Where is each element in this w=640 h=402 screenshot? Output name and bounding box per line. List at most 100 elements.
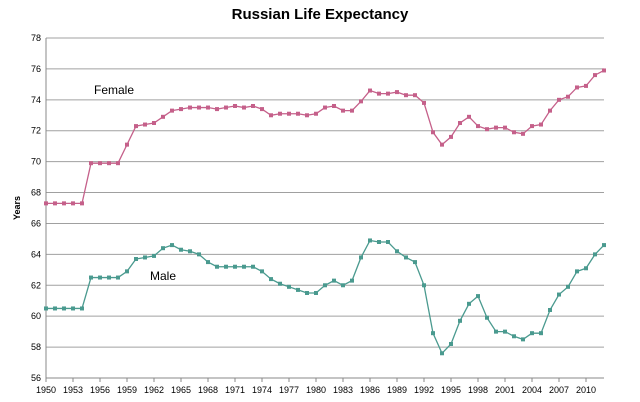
y-tick-label: 62 bbox=[31, 280, 41, 290]
x-tick-label: 1953 bbox=[63, 385, 83, 395]
data-point-female bbox=[53, 201, 57, 206]
data-point-male bbox=[296, 287, 300, 292]
data-point-female bbox=[350, 108, 354, 113]
data-point-female bbox=[62, 201, 66, 206]
data-point-female bbox=[521, 131, 525, 136]
data-point-female bbox=[539, 122, 543, 127]
x-tick-label: 2007 bbox=[549, 385, 569, 395]
data-point-female bbox=[404, 93, 408, 98]
data-point-male bbox=[269, 277, 273, 282]
data-point-male bbox=[575, 269, 579, 274]
data-point-male bbox=[53, 306, 57, 311]
data-point-female bbox=[413, 93, 417, 98]
data-point-male bbox=[197, 252, 201, 257]
data-point-female bbox=[575, 85, 579, 90]
x-tick-label: 1956 bbox=[90, 385, 110, 395]
data-point-male bbox=[395, 249, 399, 254]
data-point-female bbox=[44, 201, 48, 206]
series-line-male bbox=[46, 239, 605, 355]
y-tick-label: 60 bbox=[31, 311, 41, 321]
data-point-male bbox=[98, 275, 102, 280]
data-point-male bbox=[251, 264, 255, 269]
data-point-female bbox=[422, 100, 426, 105]
data-point-male bbox=[188, 249, 192, 254]
data-point-female bbox=[152, 121, 156, 125]
data-point-male bbox=[341, 283, 345, 288]
data-point-female bbox=[314, 111, 318, 116]
x-tick-label: 2004 bbox=[522, 385, 542, 395]
data-point-male bbox=[485, 315, 489, 320]
x-tick-label: 1983 bbox=[333, 385, 353, 395]
data-point-female bbox=[143, 122, 147, 127]
data-point-male bbox=[314, 291, 318, 295]
data-point-female bbox=[287, 111, 291, 116]
data-point-male bbox=[386, 240, 390, 244]
data-point-male bbox=[206, 260, 210, 265]
x-axis-ticks: 1950 1953 1956 1959 1962 1965 1968 1971 1974 1977… bbox=[36, 378, 596, 395]
data-point-female bbox=[584, 83, 588, 88]
x-tick-label: 1962 bbox=[144, 385, 164, 395]
data-point-male bbox=[521, 337, 525, 342]
data-point-female bbox=[197, 105, 201, 110]
data-point-female bbox=[170, 108, 174, 113]
data-point-female bbox=[449, 134, 453, 139]
y-tick-label: 64 bbox=[31, 249, 41, 259]
data-point-male bbox=[215, 264, 219, 269]
data-point-male bbox=[557, 292, 561, 297]
data-point-female bbox=[215, 107, 219, 112]
data-point-male bbox=[530, 331, 534, 336]
data-point-male bbox=[377, 240, 381, 244]
data-point-male bbox=[566, 284, 570, 289]
data-point-female bbox=[467, 114, 471, 119]
x-tick-label: 1992 bbox=[414, 385, 434, 395]
y-tick-label: 76 bbox=[31, 64, 41, 74]
series-label-female: Female bbox=[94, 83, 134, 97]
data-point-male bbox=[161, 246, 165, 251]
data-point-male bbox=[152, 253, 156, 258]
x-tick-label: 1989 bbox=[387, 385, 407, 395]
data-point-male bbox=[422, 283, 426, 288]
data-point-male bbox=[539, 331, 543, 336]
data-point-female bbox=[134, 124, 138, 129]
data-point-female bbox=[494, 125, 498, 130]
data-point-male bbox=[44, 306, 48, 311]
data-point-female bbox=[332, 104, 336, 108]
x-tick-label: 1995 bbox=[441, 385, 461, 395]
x-tick-label: 1974 bbox=[252, 385, 272, 395]
data-point-female bbox=[566, 94, 570, 99]
chart-title: Russian Life Expectancy bbox=[231, 6, 409, 23]
data-point-female bbox=[71, 201, 75, 206]
data-point-female bbox=[116, 161, 120, 166]
data-point-female bbox=[341, 108, 345, 113]
data-point-female bbox=[512, 130, 516, 135]
data-point-male bbox=[413, 260, 417, 265]
data-point-female bbox=[98, 161, 102, 166]
data-point-female bbox=[305, 113, 309, 118]
data-point-male bbox=[449, 342, 453, 346]
data-point-female bbox=[323, 105, 327, 110]
y-tick-label: 56 bbox=[31, 373, 41, 383]
data-point-female bbox=[593, 73, 597, 78]
series-group bbox=[44, 68, 606, 356]
data-point-male bbox=[62, 306, 66, 311]
data-point-female bbox=[89, 161, 93, 166]
data-point-male bbox=[143, 255, 147, 260]
data-point-male bbox=[287, 284, 291, 289]
data-point-female bbox=[107, 161, 111, 166]
data-point-male bbox=[134, 257, 138, 261]
data-point-male bbox=[305, 291, 309, 295]
data-point-female bbox=[377, 91, 381, 96]
x-tick-label: 1986 bbox=[360, 385, 380, 395]
data-point-female bbox=[557, 97, 561, 102]
data-point-male bbox=[548, 308, 552, 312]
y-tick-label: 58 bbox=[31, 342, 41, 352]
y-tick-label: 70 bbox=[31, 157, 41, 167]
data-point-female bbox=[548, 108, 552, 113]
x-tick-label: 1959 bbox=[117, 385, 137, 395]
x-tick-label: 1950 bbox=[36, 385, 56, 395]
x-tick-label: 1968 bbox=[198, 385, 218, 395]
data-point-male bbox=[233, 264, 237, 269]
x-tick-label: 1965 bbox=[171, 385, 191, 395]
data-point-male bbox=[593, 252, 597, 257]
